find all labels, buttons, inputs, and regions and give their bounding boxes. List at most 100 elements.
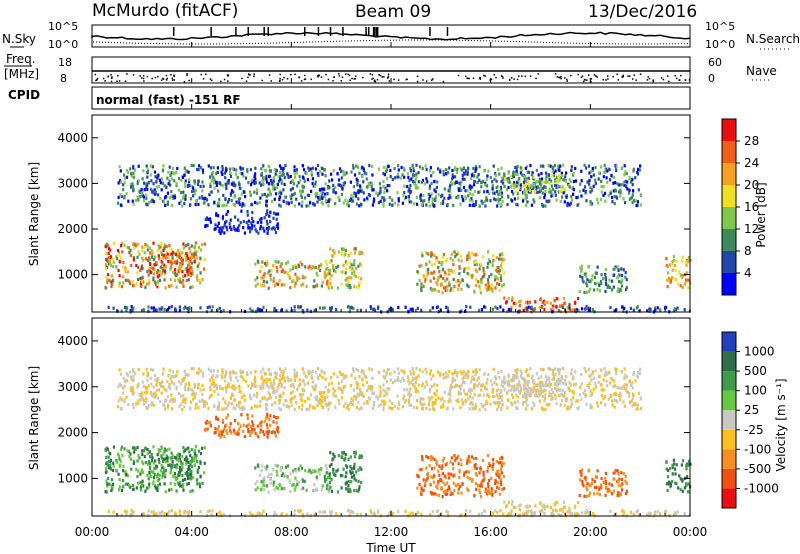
power-cell <box>302 282 305 286</box>
velocity-cell <box>169 471 172 475</box>
velocity-cell <box>499 461 502 465</box>
nave-dot-94 <box>171 79 174 81</box>
power-cell <box>632 199 635 203</box>
power-cell <box>184 197 187 201</box>
velocity-cell <box>511 502 514 506</box>
power-cell <box>604 281 608 285</box>
power-cell <box>500 191 503 195</box>
velocity-cell <box>498 401 502 405</box>
velocity-cell <box>303 383 306 387</box>
power-cell <box>217 214 220 218</box>
velocity-cell <box>230 385 233 389</box>
power-cell <box>317 196 320 200</box>
velocity-cell <box>161 475 164 479</box>
velocity-cell <box>516 395 519 399</box>
velocity-cell <box>315 397 318 401</box>
power-cell <box>396 191 399 195</box>
power-cell <box>174 308 178 312</box>
velocity-cell <box>344 402 347 406</box>
velocity-cell <box>157 396 160 400</box>
power-cell <box>254 181 257 185</box>
velocity-cell <box>270 472 273 476</box>
power-cell <box>513 181 516 185</box>
power-cell <box>137 198 140 202</box>
nave-dot-128 <box>118 80 121 82</box>
velocity-cell <box>117 472 120 476</box>
power-cell <box>220 229 223 233</box>
velocity-cell <box>120 513 123 517</box>
velocity-cell <box>258 512 262 516</box>
power-cell <box>585 166 588 170</box>
velocity-cell <box>467 369 470 374</box>
power-cell <box>436 278 439 282</box>
power-cell <box>265 280 268 284</box>
power-cell <box>436 180 439 184</box>
velocity-cell <box>533 511 536 515</box>
power-cell <box>617 280 621 284</box>
velocity-cell <box>299 509 302 513</box>
nave-dot-185 <box>621 76 624 78</box>
velocity-cell <box>232 384 235 388</box>
power-cell <box>301 263 304 267</box>
power-cell <box>604 276 607 280</box>
velocity-cell <box>122 485 125 489</box>
power-cell <box>332 169 335 173</box>
power-cell <box>238 186 241 190</box>
power-cell <box>615 195 618 199</box>
velocity-cell <box>562 500 565 504</box>
power-cell <box>341 270 344 274</box>
power-cell <box>309 309 312 313</box>
velocity-cell <box>258 404 262 408</box>
velocity-cell <box>526 368 529 372</box>
velocity-cell <box>274 375 277 379</box>
station-title: McMurdo (fitACF) <box>92 1 238 21</box>
velocity-cell <box>442 480 445 484</box>
velocity-cell <box>243 406 246 411</box>
power-cell <box>498 197 502 202</box>
power-cell <box>447 189 450 193</box>
power-cell <box>581 307 584 311</box>
nave-dot-208 <box>688 79 691 81</box>
power-cell <box>503 184 506 188</box>
power-cell <box>176 259 179 263</box>
power-cell <box>252 220 255 224</box>
power-cell <box>355 285 358 289</box>
power-cell <box>158 278 162 282</box>
power-cell <box>116 309 119 313</box>
power-cell <box>406 184 409 189</box>
velocity-cell <box>349 464 352 469</box>
power-cell <box>522 309 525 313</box>
velocity-cell <box>137 481 140 485</box>
power-cell <box>558 178 561 182</box>
velocity-cell <box>377 370 380 375</box>
power-cell <box>212 181 215 185</box>
power-cell <box>221 165 224 169</box>
velocity-cell <box>193 448 196 452</box>
power-cell <box>123 194 126 198</box>
velocity-cell <box>442 490 445 494</box>
power-cell <box>563 308 566 312</box>
power-cell <box>190 266 193 270</box>
power-cell <box>142 195 145 199</box>
velocity-cell <box>239 406 242 410</box>
power-cell <box>163 278 166 282</box>
velocity-cell <box>430 475 433 479</box>
power-cell <box>177 177 181 181</box>
velocity-cell <box>500 369 503 374</box>
velocity-cell <box>184 385 187 389</box>
power-cell <box>157 173 160 177</box>
velocity-cell <box>526 504 529 508</box>
power-cell <box>454 255 457 259</box>
power-cell <box>259 227 262 231</box>
power-cell <box>153 263 156 267</box>
velocity-cell <box>467 455 470 459</box>
velocity-cell <box>147 513 150 517</box>
power-cell <box>272 211 276 215</box>
nave-dot-27 <box>110 74 112 76</box>
power-cell <box>168 244 171 248</box>
power-cell <box>656 306 659 310</box>
velocity-cell <box>459 370 462 374</box>
velocity-cell <box>146 391 149 395</box>
velocity-cell <box>243 513 247 517</box>
